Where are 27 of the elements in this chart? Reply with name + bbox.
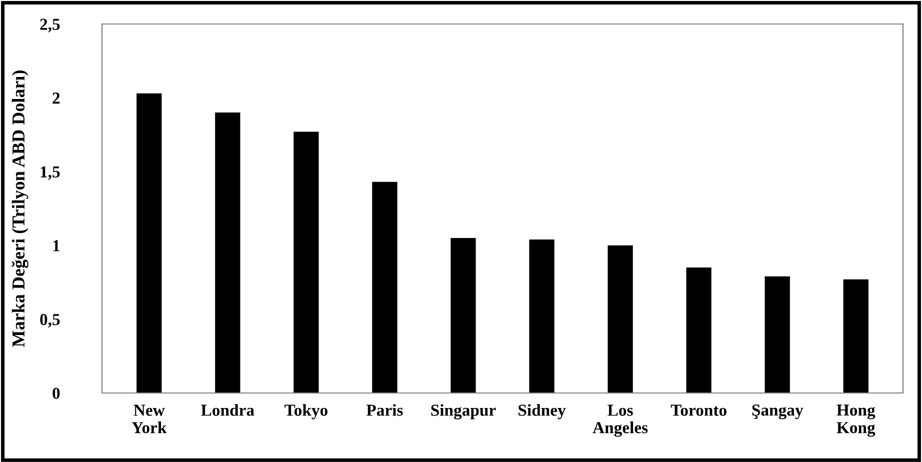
bar bbox=[843, 279, 868, 393]
x-tick-label: Şangay bbox=[752, 404, 804, 420]
bar bbox=[608, 245, 633, 393]
bar bbox=[529, 239, 554, 393]
x-tick-label: Tokyo bbox=[284, 404, 328, 420]
bar bbox=[215, 112, 240, 393]
bar bbox=[136, 93, 162, 393]
x-tick-label: New York bbox=[132, 404, 167, 434]
bar bbox=[764, 276, 790, 393]
x-tick-label: Londra bbox=[201, 404, 254, 416]
bar bbox=[450, 238, 476, 393]
x-tick-label: Los Angeles bbox=[592, 404, 648, 437]
bar bbox=[294, 132, 319, 393]
y-axis-title: Marka Değeri (Trilyon ABD Doları) bbox=[12, 70, 28, 347]
y-tick-label: 0,5 bbox=[40, 314, 60, 328]
y-tick-label: 1,5 bbox=[40, 166, 60, 180]
x-tick-label: Hong Kong bbox=[836, 404, 876, 437]
x-tick-label: Toronto bbox=[670, 404, 726, 416]
x-tick-label: Sidney bbox=[518, 404, 566, 420]
bar bbox=[372, 182, 398, 393]
x-tick-label: Paris bbox=[366, 404, 403, 416]
y-tick-label: 0 bbox=[52, 388, 60, 399]
x-tick-label: Singapur bbox=[431, 404, 496, 420]
bar bbox=[686, 268, 712, 393]
y-tick-label: 1 bbox=[53, 240, 60, 252]
y-tick-label: 2,5 bbox=[40, 18, 60, 32]
y-tick-label: 2 bbox=[52, 92, 60, 104]
